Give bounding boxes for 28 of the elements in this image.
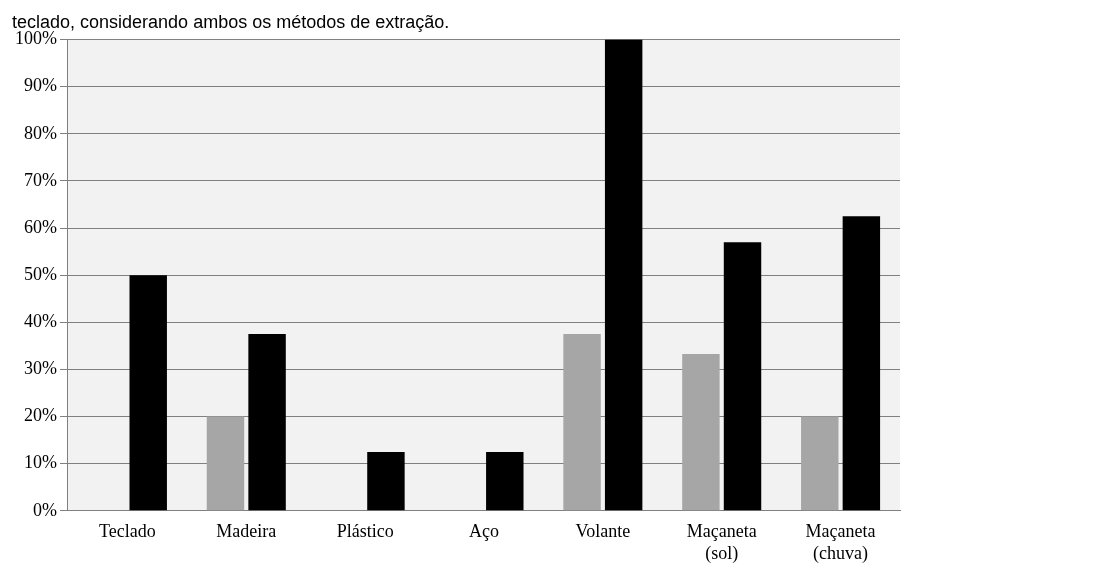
y-tick-label: 30% <box>23 358 57 379</box>
y-tick-label: 70% <box>23 169 57 190</box>
bar <box>248 334 286 511</box>
y-tick-label: 0% <box>32 499 57 520</box>
y-tick-label: 90% <box>23 75 57 96</box>
bar <box>206 416 245 511</box>
bar <box>563 334 601 511</box>
x-tick-label: Plástico <box>336 521 394 542</box>
y-tick-label: 80% <box>23 122 57 143</box>
x-tick-label: Maçaneta (chuva) <box>805 521 876 564</box>
bar <box>723 242 762 511</box>
y-tick-label: 50% <box>23 263 57 284</box>
bar <box>842 216 881 511</box>
x-tick-label: Madeira <box>216 521 277 542</box>
x-tick-label: Volante <box>575 521 631 542</box>
x-tick-label: Maçaneta (sol) <box>686 521 757 564</box>
bar <box>604 39 643 511</box>
x-tick-label: Teclado <box>99 521 156 542</box>
bar <box>129 275 167 511</box>
x-tick-label: Aço <box>469 521 499 542</box>
bar <box>367 451 405 511</box>
bar <box>486 451 524 511</box>
bar <box>801 416 839 511</box>
bar <box>682 353 720 511</box>
y-tick-label: 60% <box>23 216 57 237</box>
y-tick-label: 20% <box>23 405 57 426</box>
y-tick-label: 10% <box>23 452 57 473</box>
y-tick-label: 40% <box>23 311 57 332</box>
